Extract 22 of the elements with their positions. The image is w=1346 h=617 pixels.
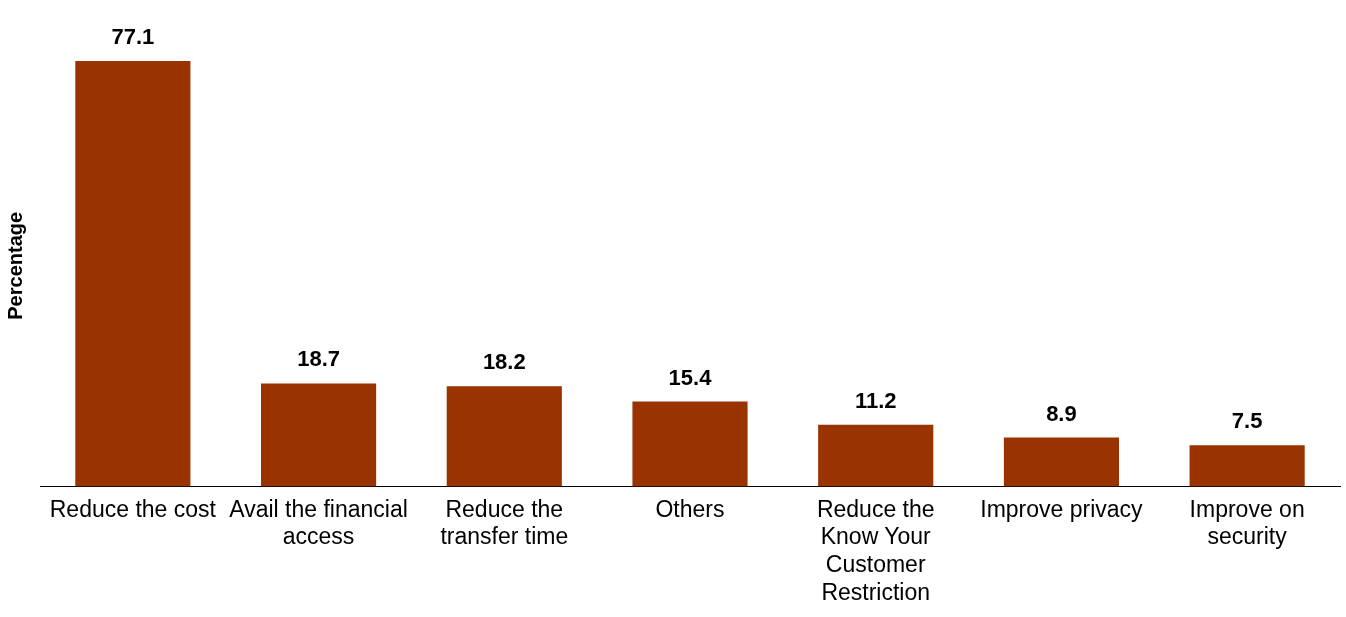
data-label: 18.2 xyxy=(482,349,526,375)
bar xyxy=(1189,445,1305,487)
x-tick-label: Reduce the cost xyxy=(49,495,217,522)
bar xyxy=(818,424,934,487)
bar xyxy=(1003,437,1119,487)
bar xyxy=(632,401,748,487)
bar xyxy=(446,386,562,487)
bar xyxy=(261,383,377,487)
data-label: 18.7 xyxy=(297,346,340,372)
data-label: 7.5 xyxy=(1231,408,1263,434)
data-label: 77.1 xyxy=(111,24,155,50)
x-tick-label: Reduce the Know Your Customer Restriction xyxy=(816,495,935,605)
x-tick-label: Reduce the transfer time xyxy=(440,495,569,550)
x-tick-label: Improve privacy xyxy=(980,495,1144,522)
bar xyxy=(75,61,191,487)
data-label: 11.2 xyxy=(854,387,897,413)
x-tick-label: Others xyxy=(655,495,725,522)
y-axis-title: Percentage xyxy=(3,211,26,320)
x-tick-label: Improve on security xyxy=(1189,495,1305,550)
x-tick-label: Avail the financial access xyxy=(229,495,408,550)
data-label: 15.4 xyxy=(668,364,713,390)
data-label: 8.9 xyxy=(1046,400,1077,426)
